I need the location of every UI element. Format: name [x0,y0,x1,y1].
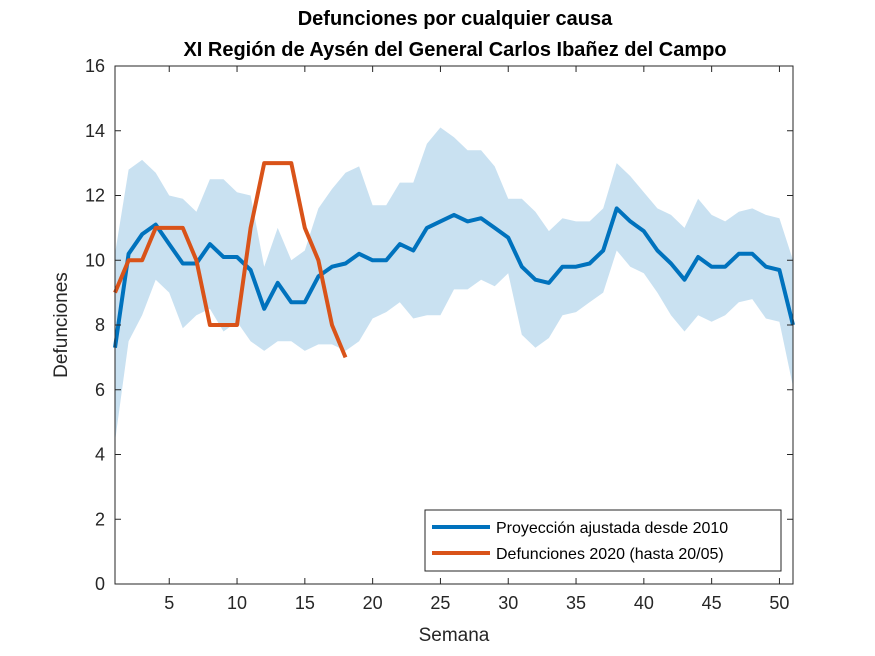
y-tick-label: 4 [95,445,105,465]
x-tick-label: 50 [769,593,789,613]
x-tick-label: 20 [363,593,383,613]
x-tick-label: 5 [164,593,174,613]
y-tick-label: 10 [85,250,105,270]
y-tick-label: 6 [95,380,105,400]
y-tick-label: 12 [85,186,105,206]
series-line-projection [113,206,795,348]
plot-layer [113,127,795,442]
y-tick-label: 14 [85,121,105,141]
legend-label-projection: Proyección ajustada desde 2010 [496,520,728,537]
x-tick-label: 40 [634,593,654,613]
x-tick-label: 35 [566,593,586,613]
legend: Proyección ajustada desde 2010 Defuncion… [424,509,782,572]
x-tick-label: 45 [702,593,722,613]
legend-box [424,509,782,572]
x-tick-label: 30 [498,593,518,613]
legend-label-deaths-2020: Defunciones 2020 (hasta 20/05) [496,546,724,563]
x-tick-label: 15 [295,593,315,613]
series-line-deaths-2020 [113,161,348,359]
chart-subtitle: XI Región de Aysén del General Carlos Ib… [183,39,726,61]
confidence-band [115,127,793,442]
chart-title: Defunciones por cualquier causa [298,8,613,30]
y-axis-label: Defunciones [51,272,72,378]
y-tick-label: 8 [95,315,105,335]
y-tick-label: 0 [95,574,105,594]
tick-layer: 5 10 15 20 25 30 35 40 45 50 0 2 4 6 8 10 12 14 16 [85,56,793,613]
x-axis-label: Semana [419,625,490,646]
y-tick-label: 16 [85,56,105,76]
y-tick-label: 2 [95,509,105,529]
x-tick-label: 10 [227,593,247,613]
x-tick-label: 25 [430,593,450,613]
